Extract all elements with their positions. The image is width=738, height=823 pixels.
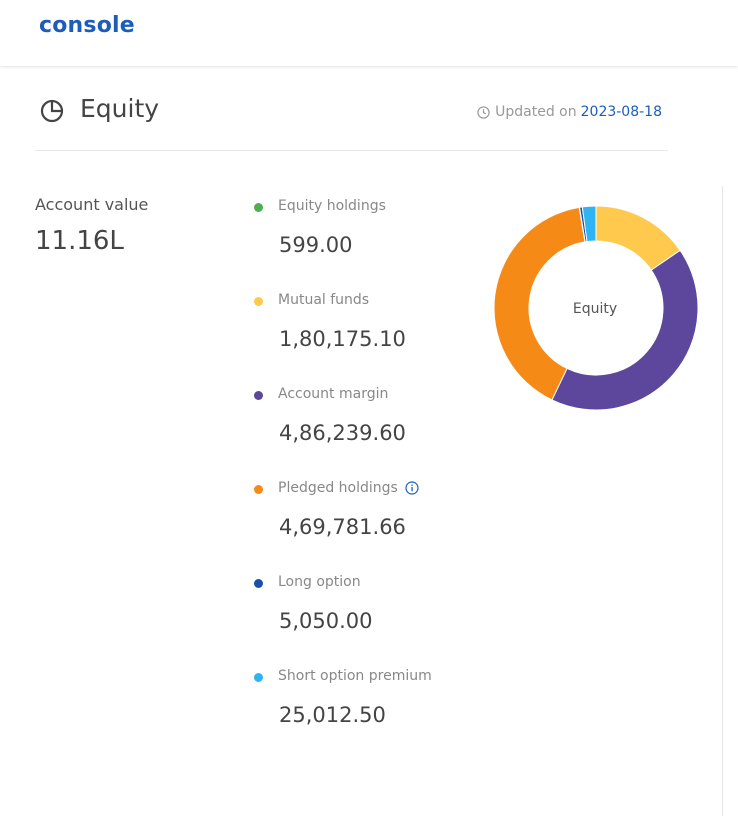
legend-dot-equity-holdings <box>254 203 263 212</box>
donut-slice-pledged-holdings[interactable] <box>493 206 586 401</box>
item-label: Long option <box>278 574 361 590</box>
item-value: 4,86,239.60 <box>279 421 406 445</box>
page-title: Equity <box>80 94 160 123</box>
item-value: 5,050.00 <box>279 609 373 633</box>
console-logo[interactable]: console <box>39 13 135 38</box>
chart-center-label: Equity <box>572 301 618 317</box>
section-header: Equity Updated on 2023-08-18 <box>35 88 668 151</box>
info-icon[interactable] <box>405 481 419 495</box>
equity-donut-chart[interactable] <box>493 205 699 411</box>
item-value: 1,80,175.10 <box>279 327 406 351</box>
donut-slice-short-option-premium[interactable] <box>581 205 597 243</box>
account-value: 11.16L <box>35 226 124 256</box>
legend-dot-long-option <box>254 579 263 588</box>
item-value: 599.00 <box>279 233 353 257</box>
item-label: Pledged holdings <box>278 480 398 496</box>
legend-dot-mutual-funds <box>254 297 263 306</box>
column-divider <box>722 186 723 816</box>
pie-chart-icon <box>40 99 64 123</box>
item-label: Short option premium <box>278 668 432 684</box>
item-label: Account margin <box>278 386 389 402</box>
legend-dot-account-margin <box>254 391 263 400</box>
legend-dot-pledged-holdings <box>254 485 263 494</box>
item-label: Mutual funds <box>278 292 370 308</box>
legend-dot-short-option-premium <box>254 673 263 682</box>
item-label: Equity holdings <box>278 198 386 214</box>
donut-slice-account-margin[interactable] <box>551 249 699 411</box>
item-value: 4,69,781.66 <box>279 515 406 539</box>
top-bar: console <box>0 0 738 66</box>
updated-info: Updated on 2023-08-18 <box>477 104 662 120</box>
clock-icon <box>477 105 490 119</box>
updated-date: 2023-08-18 <box>580 104 662 120</box>
item-value: 25,012.50 <box>279 703 386 727</box>
updated-label: Updated on <box>495 104 577 120</box>
account-value-label: Account value <box>35 195 149 214</box>
